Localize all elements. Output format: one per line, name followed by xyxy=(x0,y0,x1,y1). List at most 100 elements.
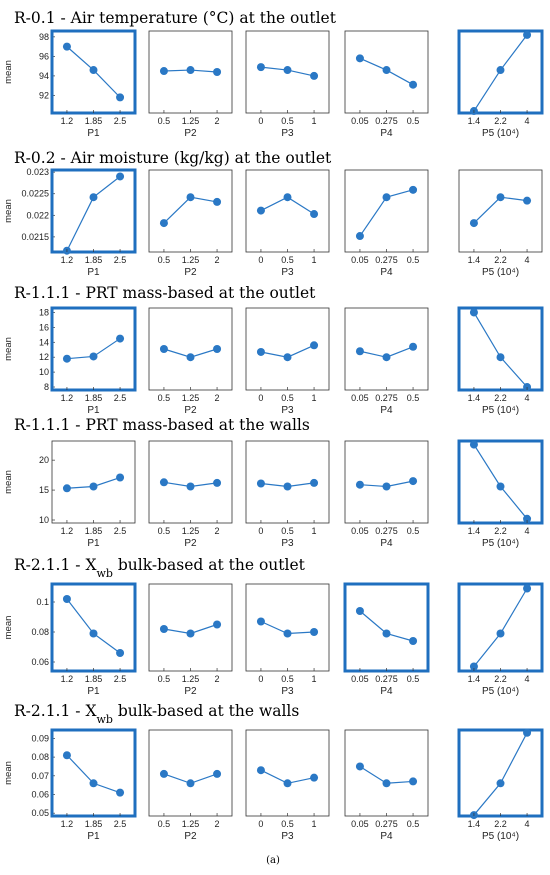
x-tick-label: 1 xyxy=(312,819,317,829)
x-tick-label: 0.5 xyxy=(158,819,171,829)
data-point xyxy=(186,779,195,788)
data-point xyxy=(89,482,98,491)
x-tick-label: 0.5 xyxy=(158,255,171,265)
x-tick-label: 1 xyxy=(312,674,317,684)
panel-1-5: 1.4 2.2 4 P5 (10⁴) xyxy=(457,29,544,139)
data-point xyxy=(159,478,168,487)
x-tick-label: 0.5 xyxy=(407,674,420,684)
x-tick-label: 1.85 xyxy=(85,674,103,684)
x-tick-label: 2.2 xyxy=(494,526,507,536)
row-title-main: R-1.1.1 - PRT mass-based at the outlet xyxy=(14,284,316,302)
x-tick-label: 0 xyxy=(258,526,263,536)
x-tick-label: 1 xyxy=(312,255,317,265)
data-point xyxy=(496,779,505,788)
data-point xyxy=(469,219,478,228)
panel-3-5: 1.4 2.2 4 P5 (10⁴) xyxy=(457,306,544,416)
data-point xyxy=(496,482,505,491)
x-tick-label: 0.275 xyxy=(375,116,398,126)
panel-2-2: 0.5 1.25 2 P2 xyxy=(148,169,233,278)
y-axis-label-1: mean xyxy=(3,60,14,84)
y-axis-label-4: mean xyxy=(3,470,14,494)
x-tick-label: 0 xyxy=(258,393,263,403)
x-tick-label: 0.05 xyxy=(351,819,369,829)
series-line xyxy=(66,176,121,251)
x-tick-label: 0.5 xyxy=(158,393,171,403)
data-point xyxy=(409,185,418,194)
x-tick-label: 0.5 xyxy=(281,393,294,403)
x-tick-label: 1.25 xyxy=(182,116,200,126)
x-tick-label: 1.25 xyxy=(182,393,200,403)
panel-frame xyxy=(458,169,543,253)
panel-3-1: 1.2 1.85 2.5 P1 xyxy=(50,306,137,416)
panel-5-4: 0.05 0.275 0.5 P4 xyxy=(343,582,430,697)
row-title-subscript: wb xyxy=(96,713,112,726)
x-tick-label: 2.2 xyxy=(494,393,507,403)
x-tick-label: 4 xyxy=(525,393,530,403)
x-tick-label: 1.4 xyxy=(468,255,481,265)
data-point xyxy=(523,30,532,39)
data-point xyxy=(355,607,364,615)
data-point xyxy=(496,629,505,638)
x-tick-label: 1.4 xyxy=(468,393,481,403)
x-axis-label: P1 xyxy=(87,831,100,842)
y-tick-label: 0.08 xyxy=(31,627,49,637)
panel-4-5: 1.4 2.2 4 P5 (10⁴) xyxy=(457,439,544,549)
x-tick-label: 2.5 xyxy=(114,526,127,536)
panel-6-1: 1.2 1.85 2.5 P1 xyxy=(50,728,137,842)
x-tick-label: 0.275 xyxy=(375,819,398,829)
x-tick-label: 2.5 xyxy=(114,819,127,829)
x-tick-label: 0.275 xyxy=(375,255,398,265)
panel-2-4: 0.05 0.275 0.5 P4 xyxy=(344,169,429,278)
y-axis-label-5: mean xyxy=(3,616,14,640)
x-tick-label: 2 xyxy=(215,819,220,829)
panel-5-2: 0.5 1.25 2 P2 xyxy=(148,583,233,697)
data-point xyxy=(283,193,292,202)
data-point xyxy=(186,482,195,491)
row-title-3: R-1.1.1 - PRT mass-based at the outlet xyxy=(14,284,316,302)
row-title-6: R-2.1.1 - Xwb bulk-based at the walls xyxy=(14,702,299,726)
x-axis-label: P3 xyxy=(281,831,294,842)
x-tick-label: 4 xyxy=(525,674,530,684)
figure-caption: (a) xyxy=(266,855,280,866)
panel-4-2: 0.5 1.25 2 P2 xyxy=(148,440,233,549)
y-tick-label: 10 xyxy=(39,367,49,377)
data-point xyxy=(116,172,125,181)
chart-row-4: R-1.1.1 - PRT mass-based at the walls mea… xyxy=(3,416,544,549)
x-axis-label: P2 xyxy=(184,405,197,416)
data-point xyxy=(213,620,222,629)
x-tick-label: 0.05 xyxy=(351,393,369,403)
series-line xyxy=(473,312,528,388)
x-tick-label: 0.05 xyxy=(351,674,369,684)
x-tick-label: 2 xyxy=(215,255,220,265)
x-axis-label: P4 xyxy=(380,831,393,842)
panel-frame xyxy=(245,583,330,672)
data-point xyxy=(256,63,265,72)
data-point xyxy=(469,440,478,449)
x-tick-label: 0.5 xyxy=(281,674,294,684)
data-point xyxy=(62,595,71,603)
y-tick-label: 0.06 xyxy=(31,657,49,667)
x-tick-label: 0.5 xyxy=(407,116,420,126)
series-line xyxy=(473,732,528,816)
data-point xyxy=(186,193,195,202)
panel-6-2: 0.5 1.25 2 P2 xyxy=(148,729,233,842)
data-point xyxy=(116,788,125,797)
x-tick-label: 1.25 xyxy=(182,819,200,829)
x-tick-label: 0.5 xyxy=(407,526,420,536)
data-point xyxy=(382,66,391,75)
series-line xyxy=(473,444,528,520)
x-tick-label: 1.85 xyxy=(85,255,103,265)
panel-5-3: 0 0.5 1 P3 xyxy=(245,583,330,697)
x-tick-label: 0 xyxy=(258,819,263,829)
data-point xyxy=(409,477,418,486)
panel-2-1: 1.2 1.85 2.5 P1 xyxy=(50,168,137,278)
data-point xyxy=(310,773,319,782)
data-point xyxy=(186,629,195,638)
x-tick-label: 0 xyxy=(258,674,263,684)
x-tick-label: 1 xyxy=(312,526,317,536)
y-tick-label: 96 xyxy=(39,51,49,61)
data-point xyxy=(310,478,319,487)
row-title-main: R-0.2 - Air moisture (kg/kg) at the outl… xyxy=(14,149,332,167)
data-point xyxy=(355,232,364,241)
x-axis-label: P2 xyxy=(184,538,197,549)
